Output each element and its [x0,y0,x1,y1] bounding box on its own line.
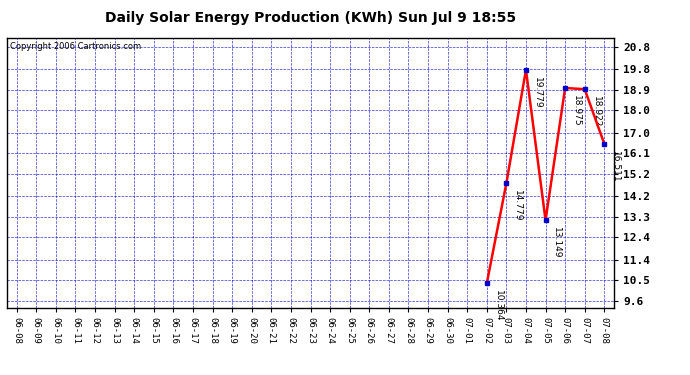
Text: 10.364: 10.364 [493,290,502,322]
Text: 16.511: 16.511 [611,151,620,182]
Text: Daily Solar Energy Production (KWh) Sun Jul 9 18:55: Daily Solar Energy Production (KWh) Sun … [105,11,516,25]
Text: 19.779: 19.779 [533,76,542,108]
Text: Copyright 2006 Cartronics.com: Copyright 2006 Cartronics.com [10,42,141,51]
Text: 14.779: 14.779 [513,190,522,222]
Text: 13.149: 13.149 [553,227,562,258]
Text: 18.922: 18.922 [591,96,600,128]
Text: 18.975: 18.975 [572,95,581,126]
